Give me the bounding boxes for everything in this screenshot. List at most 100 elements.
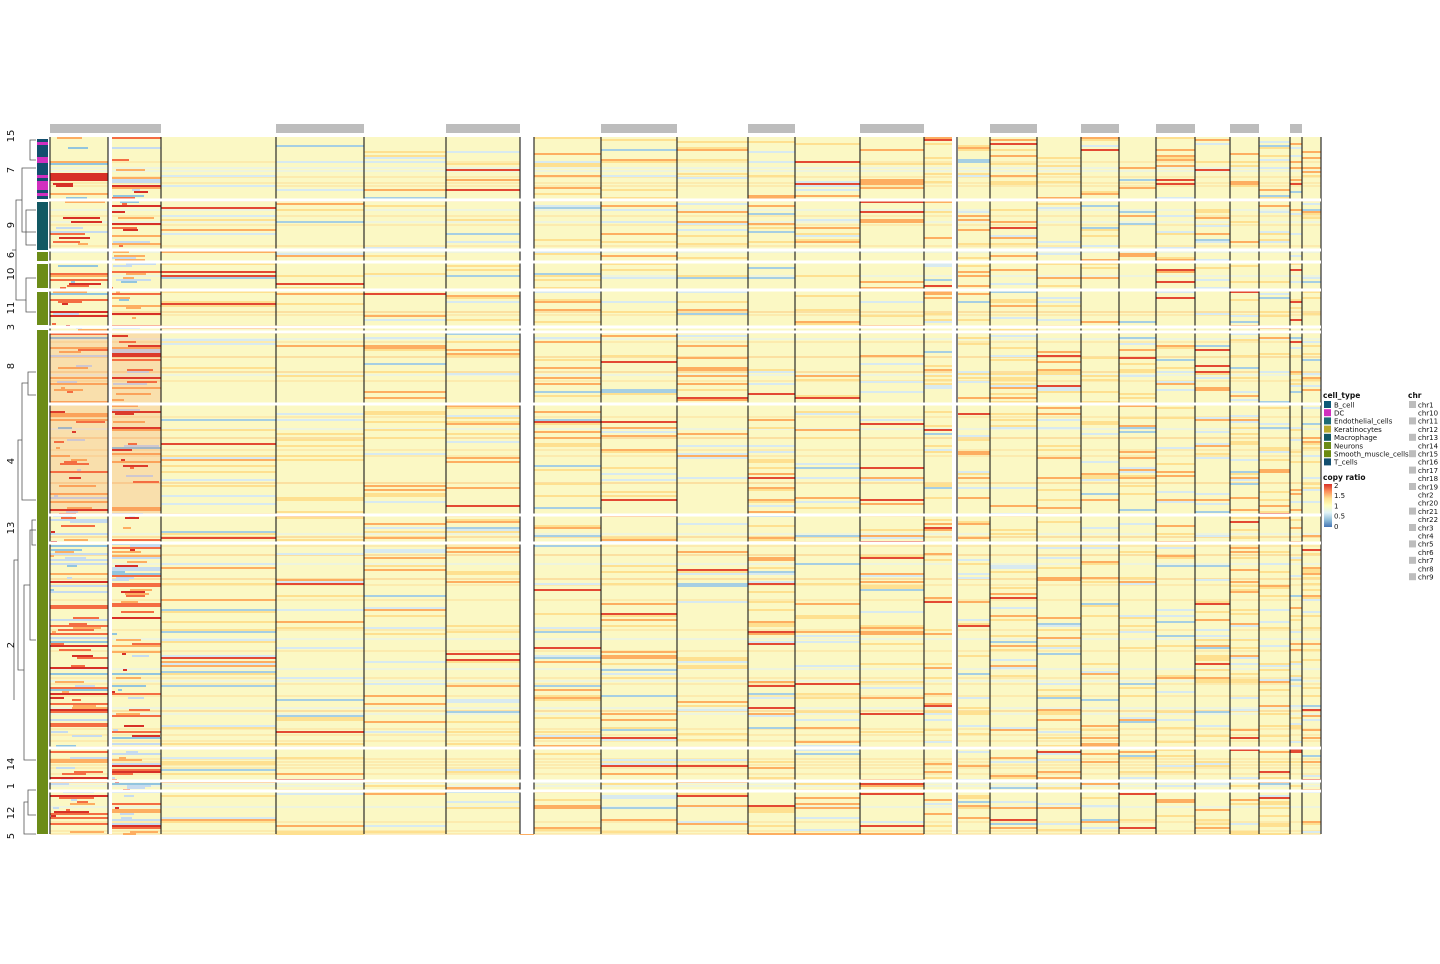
heat-cell <box>118 689 122 691</box>
heat-cell <box>1259 505 1290 507</box>
heat-cell <box>108 753 161 755</box>
cell-type-cell <box>37 555 48 558</box>
heat-cell <box>795 507 860 509</box>
heat-cell <box>446 685 520 687</box>
heat-cell <box>108 387 161 389</box>
heat-cell <box>957 173 990 175</box>
heat-cell <box>677 523 748 525</box>
heat-cell <box>76 421 105 423</box>
heat-cell <box>1259 669 1290 671</box>
heat-cell <box>1119 819 1156 821</box>
cell-type-cell <box>37 336 48 339</box>
cell-type-cell <box>37 480 48 483</box>
heat-cell <box>1259 609 1290 611</box>
heat-cell <box>534 299 601 301</box>
cell-type-cell <box>37 642 48 645</box>
heat-cell <box>446 333 520 335</box>
heat-cell <box>77 469 81 471</box>
heat-cell <box>795 803 860 805</box>
heat-cell <box>121 591 145 593</box>
heat-cell <box>67 439 85 441</box>
heat-cell <box>1037 173 1081 175</box>
heat-cell <box>58 367 88 369</box>
heat-cell <box>108 223 161 225</box>
heat-cell <box>677 309 748 311</box>
heat-cell <box>55 551 74 553</box>
heat-cell <box>1037 165 1081 167</box>
heat-cell <box>677 257 748 259</box>
heat-cell <box>1259 621 1290 623</box>
heat-cell <box>364 437 446 439</box>
cell-type-cell <box>37 411 48 414</box>
heat-cell <box>1195 579 1230 581</box>
heat-cell <box>1037 181 1081 183</box>
chr-label: chr21 <box>1418 508 1438 516</box>
heat-cell <box>748 141 795 143</box>
heat-cell <box>1302 737 1321 739</box>
heat-cell <box>748 685 795 687</box>
heat-cell <box>990 807 1037 809</box>
heat-cell <box>1119 477 1156 479</box>
heat-cell <box>1195 457 1230 459</box>
heat-cell <box>990 615 1037 617</box>
heat-cell <box>990 383 1037 385</box>
heat-cell <box>1259 823 1290 825</box>
heat-cell <box>161 471 276 473</box>
heat-cell <box>50 645 108 647</box>
heat-cell <box>1259 491 1290 493</box>
cell-type-cell <box>37 732 48 735</box>
heat-cell <box>1259 231 1290 233</box>
heat-cell <box>108 293 161 295</box>
heat-cell <box>276 161 364 163</box>
heat-cell <box>601 233 677 235</box>
heat-cell <box>364 731 446 733</box>
heat-cell <box>276 455 364 457</box>
row-stripe <box>50 638 1321 640</box>
row-stripe <box>50 578 1321 580</box>
heat-cell <box>1290 607 1302 609</box>
heat-cell <box>1259 815 1290 817</box>
heat-cell <box>534 431 601 433</box>
heat-cell <box>50 337 108 339</box>
heat-cell <box>1081 699 1119 701</box>
heat-cell <box>748 487 795 489</box>
heat-cell <box>748 369 795 371</box>
cell-type-cell <box>37 633 48 636</box>
heat-cell <box>795 143 860 145</box>
heat-cell <box>1290 179 1302 181</box>
heat-cell <box>1156 281 1195 283</box>
heat-cell <box>990 427 1037 429</box>
heat-cell <box>990 607 1037 609</box>
heat-cell <box>1037 413 1081 415</box>
heat-cell <box>1119 757 1156 759</box>
heat-cell <box>1081 401 1119 403</box>
heat-cell <box>1037 207 1081 209</box>
heat-cell <box>924 633 957 635</box>
heat-cell <box>1290 307 1302 309</box>
heat-cell <box>1037 301 1081 303</box>
cell-type-swatch <box>1324 442 1331 449</box>
heat-cell <box>446 219 520 221</box>
heat-cell <box>1230 673 1259 675</box>
heat-cell <box>795 711 860 713</box>
heat-cell <box>748 175 795 177</box>
heat-cell <box>1195 681 1230 683</box>
row-stripe <box>50 767 1321 769</box>
heat-cell <box>1156 381 1195 383</box>
heat-cell <box>127 785 151 787</box>
cell-type-cell <box>37 369 48 372</box>
heat-cell <box>1195 453 1230 455</box>
heat-cell <box>1037 361 1081 363</box>
heat-cell <box>67 577 72 579</box>
heat-cell <box>53 313 79 315</box>
cell-type-cell <box>37 645 48 648</box>
heat-cell <box>534 207 601 209</box>
heat-cell <box>1259 471 1290 473</box>
heat-cell <box>1302 821 1321 823</box>
heat-cell <box>115 565 138 567</box>
heat-cell <box>1156 677 1195 679</box>
heat-cell <box>677 335 748 337</box>
heat-cell <box>1195 635 1230 637</box>
cell-type-cell <box>37 600 48 603</box>
heat-cell <box>161 725 276 727</box>
